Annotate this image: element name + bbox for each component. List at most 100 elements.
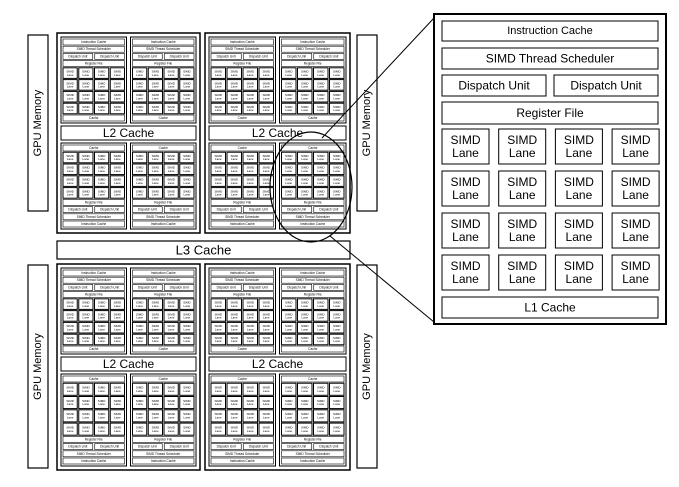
simd-lane-box	[109, 333, 125, 346]
mini-cache	[210, 345, 274, 353]
simd-lane-simd-text: SIMD	[231, 399, 239, 403]
simd-lane-lane-text: Lane	[98, 181, 105, 185]
mini-register-file	[281, 199, 345, 206]
simd-lane-box	[329, 67, 345, 79]
simd-lane-simd-text: SIMD	[621, 217, 651, 231]
diagram-root: GPU Memory GPU Memory GPU Memory GPU Memory…	[27, 13, 667, 471]
simd-lane-lane-text: Lane	[98, 339, 105, 343]
simd-lane-box	[94, 187, 110, 199]
simd-lane-lane-text: Lane	[231, 73, 238, 77]
gpu-memory	[356, 264, 378, 469]
simd-lane-lane-text: Lane	[247, 169, 254, 173]
simd-lane-simd-text: SIMD	[317, 324, 325, 328]
simd-lane-lane-text: Lane	[263, 416, 270, 420]
simd-lane-lane-text: Lane	[184, 181, 191, 185]
simd-lane-lane-text: Lane	[98, 416, 105, 420]
mini-dispatch-unit	[163, 206, 195, 213]
simd-lane-box	[498, 212, 547, 249]
simd-lane-lane-text: Lane	[114, 304, 121, 308]
mini-cache	[210, 114, 274, 122]
simd-lane-box	[78, 396, 94, 410]
simd-lane-box	[62, 79, 78, 91]
simd-lane-box	[179, 79, 195, 91]
mini-register-file	[281, 436, 345, 443]
simd-lane-simd-text: SIMD	[152, 300, 160, 304]
l3-cache-label: L3 Cache	[176, 243, 232, 258]
simd-lane-box	[258, 422, 274, 436]
simd-lane-box	[94, 163, 110, 176]
simd-lane-simd-text: SIMD	[564, 259, 594, 273]
simd-lane-box	[94, 409, 110, 423]
mini-dispatch-unit	[132, 443, 163, 450]
simd-lane-simd-text: SIMD	[98, 69, 106, 73]
simd-lane-box	[242, 79, 258, 91]
simd-lane-box	[297, 333, 313, 346]
instruction-cache-label: Instruction Cache	[507, 25, 593, 37]
simd-lane-box	[147, 102, 163, 115]
simd-lane-lane-text: Lane	[231, 304, 238, 308]
simd-lane-box	[147, 90, 163, 103]
simd-lane-box	[132, 163, 148, 176]
simd-lane-simd-text: SIMD	[231, 93, 239, 97]
simd-lane-lane-text: Lane	[83, 181, 90, 185]
simd-lane-box	[147, 422, 163, 436]
simd-lane-simd-text: SIMD	[152, 69, 160, 73]
mini-register-file	[132, 291, 195, 298]
simd-lane-lane-text: Lane	[333, 416, 340, 420]
simd-processor-mini: CacheSIMDLaneSIMDLaneSIMDLaneSIMDLaneSIM…	[208, 373, 276, 467]
mini-register-file-label: Register File	[233, 293, 251, 297]
simd-lane-box	[258, 175, 274, 187]
simd-lane-lane-text: Lane	[247, 339, 254, 343]
simd-lane-box	[94, 333, 110, 346]
simd-lane-box	[132, 175, 148, 187]
simd-lane-simd-text: SIMD	[114, 324, 122, 328]
simd-lane-simd-text: SIMD	[183, 412, 191, 416]
simd-lane-box	[210, 422, 226, 436]
simd-processor-mini: Instruction Cache SIMD Thread Scheduler Di…	[279, 267, 347, 355]
simd-lane-box	[281, 187, 297, 199]
simd-lane-lane-text: Lane	[168, 327, 175, 331]
simd-lane-lane-text: Lane	[215, 389, 222, 393]
simd-lane-lane-text: Lane	[114, 85, 121, 89]
simd-lane-lane-text: Lane	[168, 389, 175, 393]
simd-lane-simd-text: SIMD	[247, 81, 255, 85]
mini-dispatch-unit	[62, 206, 94, 213]
simd-lane-lane-text: Lane	[231, 108, 238, 112]
simd-lane-simd-text: SIMD	[82, 166, 90, 170]
simd-lane-box	[109, 382, 125, 396]
simd-lane-lane-text: Lane	[136, 181, 143, 185]
simd-lane-box	[147, 79, 163, 91]
simd-lane-lane-text: Lane	[215, 304, 222, 308]
simd-lane-box	[132, 67, 148, 79]
simd-lane-simd-text: SIMD	[152, 189, 160, 193]
mini-cache-label: Cache	[238, 146, 247, 150]
mini-thread-scheduler	[132, 450, 195, 458]
simd-lane-box	[313, 151, 329, 164]
simd-lane-lane-text: Lane	[136, 304, 143, 308]
simd-lane-simd-text: SIMD	[183, 69, 191, 73]
mini-dispatch-unit	[313, 443, 345, 450]
simd-lane-box	[78, 298, 94, 310]
simd-lane-simd-text: SIMD	[183, 336, 191, 340]
